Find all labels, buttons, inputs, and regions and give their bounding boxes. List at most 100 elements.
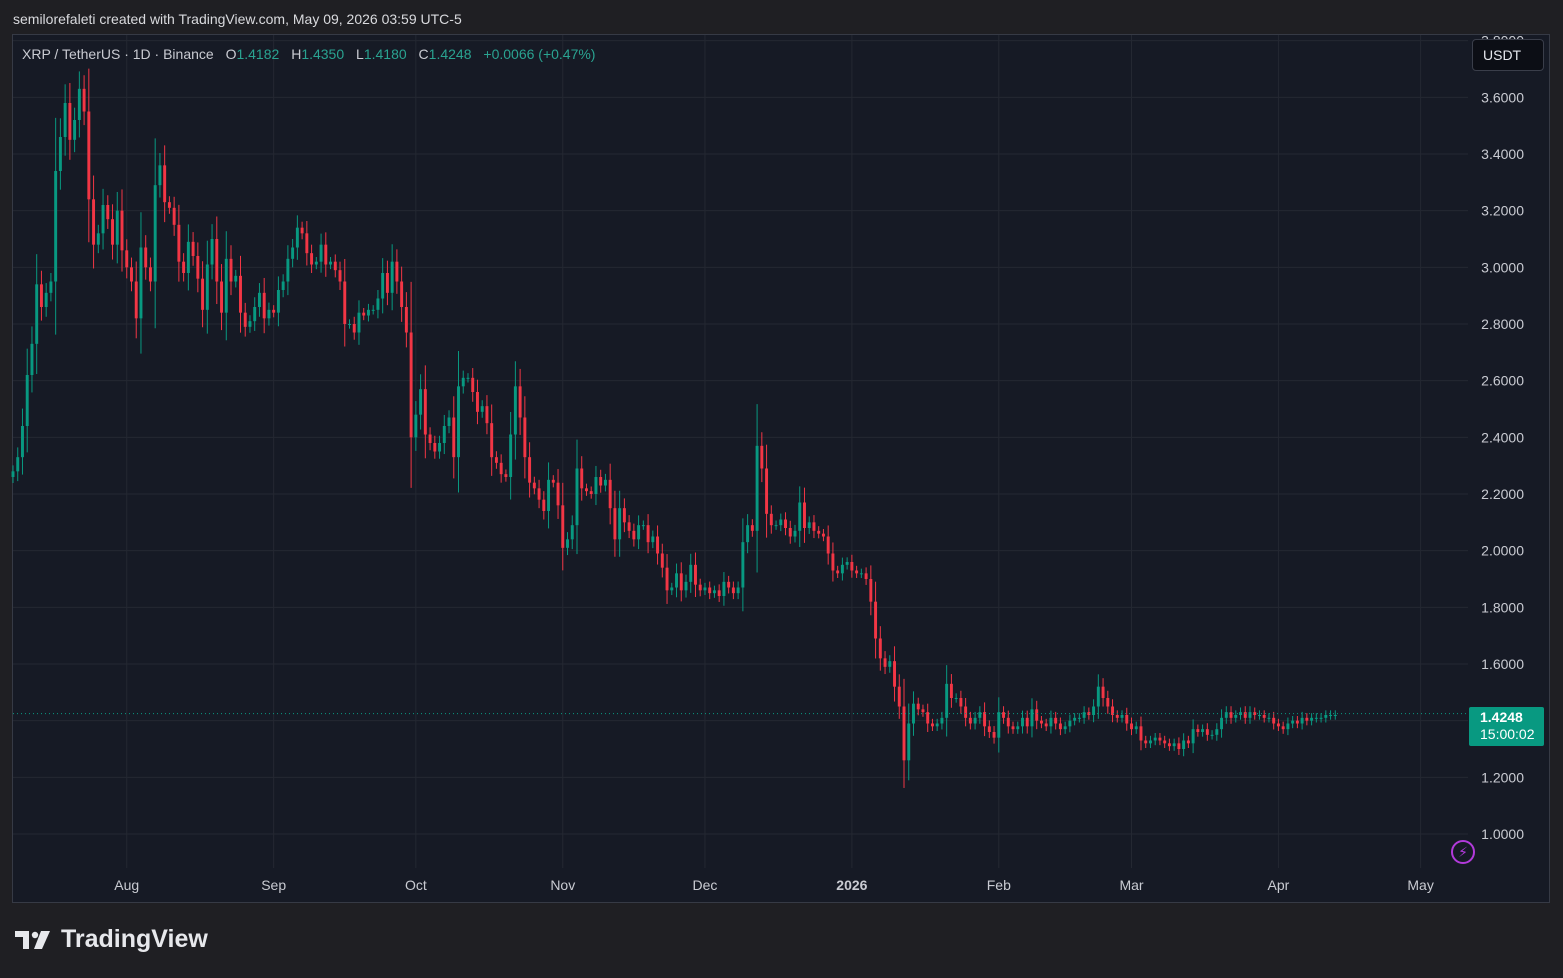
- candle-body: [234, 275, 238, 282]
- tradingview-logo-icon: [15, 930, 50, 949]
- candle-body: [201, 278, 205, 310]
- candle-body: [987, 726, 991, 732]
- candle-body: [305, 233, 309, 254]
- candle-body: [608, 479, 612, 509]
- candle-body: [248, 321, 252, 327]
- candle-body: [205, 264, 209, 310]
- candle-body: [831, 553, 835, 571]
- candle-body: [1319, 717, 1323, 719]
- candle-body: [997, 712, 1001, 738]
- candle-body: [466, 377, 470, 379]
- candle-body: [731, 587, 735, 594]
- candle-body: [940, 717, 944, 724]
- candle-body: [461, 377, 465, 387]
- candle-body: [286, 258, 290, 282]
- candle-body: [1300, 717, 1304, 724]
- candle-body: [1002, 712, 1006, 718]
- candle-body: [1305, 717, 1309, 721]
- candle-body: [499, 462, 503, 475]
- candle-body: [1229, 712, 1233, 718]
- candle-body: [509, 434, 513, 477]
- candle-body: [542, 499, 546, 511]
- candle-body: [978, 712, 982, 718]
- candle-body: [35, 284, 39, 344]
- candle-body: [551, 479, 555, 483]
- symbol-label: XRP / TetherUS · 1D · Binance: [22, 46, 214, 62]
- candle-body: [1262, 715, 1266, 718]
- candle-body: [390, 261, 394, 293]
- candle-body: [859, 573, 863, 575]
- candle-body: [1158, 737, 1162, 741]
- x-tick-label: Nov: [550, 877, 575, 893]
- candle-body: [1035, 709, 1039, 721]
- candle-body: [518, 386, 522, 418]
- candle-body: [883, 658, 887, 667]
- candle-body: [1087, 712, 1091, 715]
- candle-body: [480, 406, 484, 412]
- candle-body: [632, 530, 636, 540]
- candle-body: [1139, 726, 1143, 741]
- candle-body: [120, 210, 124, 251]
- candle-body: [1281, 726, 1285, 730]
- x-tick-label: May: [1407, 877, 1433, 893]
- candle-body: [30, 343, 34, 375]
- candle-body: [1243, 712, 1247, 718]
- candle-body: [893, 661, 897, 687]
- candle-body: [395, 261, 399, 282]
- candle-body: [1257, 715, 1261, 716]
- candle-body: [490, 423, 494, 458]
- candle-body: [134, 281, 138, 319]
- candle-body: [243, 312, 247, 327]
- candle-body: [314, 261, 318, 265]
- candle-body: [1054, 717, 1058, 724]
- candle-body: [1006, 717, 1010, 727]
- candle-body: [63, 103, 67, 137]
- x-tick-label: Sep: [261, 877, 286, 893]
- lightning-bolt-icon[interactable]: ⚡: [1451, 840, 1475, 864]
- bar-countdown: 15:00:02: [1480, 726, 1535, 742]
- candle-body: [281, 281, 285, 290]
- y-tick-label: 3.2000: [1481, 203, 1524, 219]
- tradingview-logo[interactable]: TradingView: [15, 925, 208, 954]
- candle-body: [679, 573, 683, 591]
- candle-body: [1073, 717, 1077, 721]
- candle-body: [253, 307, 257, 322]
- candle-body: [566, 539, 569, 548]
- candle-body: [1220, 717, 1224, 730]
- candle-body: [803, 502, 806, 528]
- candle-body: [419, 389, 423, 415]
- candle-body: [400, 281, 404, 307]
- candle-body: [698, 584, 702, 591]
- candle-body: [1215, 729, 1219, 735]
- candle-body: [1096, 686, 1100, 707]
- candle-body: [163, 165, 167, 203]
- candle-body: [528, 457, 532, 483]
- candle-body: [191, 241, 195, 256]
- candle-body: [1210, 734, 1214, 736]
- candle-body: [485, 406, 489, 424]
- chart-panel[interactable]: [12, 34, 1550, 903]
- candle-body: [935, 723, 939, 727]
- candle-body: [343, 281, 347, 324]
- candle-body: [1177, 743, 1181, 749]
- candle-body: [821, 533, 825, 537]
- candle-body: [1025, 717, 1029, 727]
- candle-body: [182, 261, 186, 273]
- currency-button[interactable]: USDT: [1472, 39, 1544, 71]
- candle-body: [845, 562, 849, 565]
- y-tick-label: 1.2000: [1481, 769, 1524, 785]
- candle-body: [807, 522, 811, 528]
- candle-body: [556, 482, 560, 506]
- candle-body: [983, 712, 987, 727]
- candle-body: [651, 536, 655, 543]
- candle-body: [224, 258, 228, 313]
- candle-body: [291, 247, 295, 259]
- candle-body: [641, 525, 645, 527]
- candle-body: [1329, 715, 1333, 716]
- candle-body: [1234, 715, 1238, 718]
- candle-body: [186, 241, 190, 273]
- candle-body: [1039, 720, 1043, 724]
- candle-body: [1196, 729, 1200, 732]
- candle-body: [82, 88, 86, 112]
